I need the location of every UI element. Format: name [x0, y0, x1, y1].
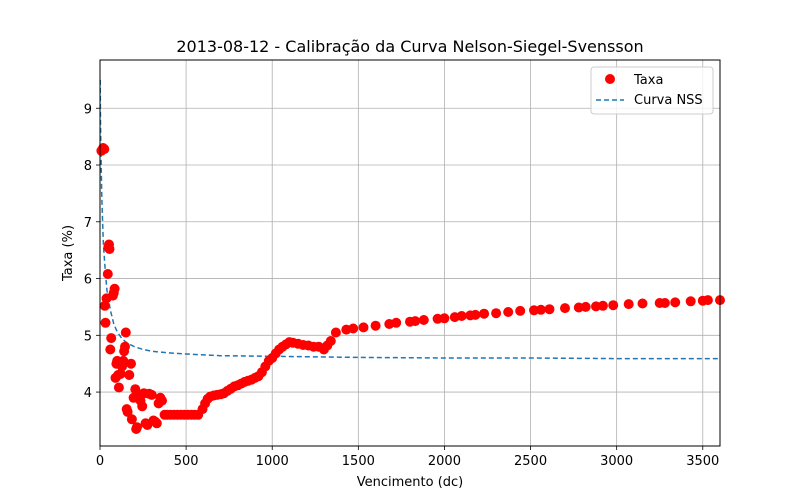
data-point: [120, 341, 130, 352]
data-point: [479, 308, 490, 319]
x-tick-label: 3500: [686, 454, 719, 469]
data-point: [410, 316, 421, 327]
legend-label-nss: Curva NSS: [634, 93, 703, 108]
data-point: [439, 313, 450, 324]
data-point: [637, 298, 648, 309]
data-point: [560, 303, 570, 314]
data-point: [122, 406, 133, 417]
data-points-layer: [96, 143, 725, 434]
y-tick-label: 8: [84, 159, 92, 174]
data-point: [670, 297, 681, 308]
data-point: [702, 295, 713, 306]
axis-ticks: 0 500 1000 1500 2000 2500 3000 3500 4 5 6 7 8 9: [84, 102, 720, 469]
legend: Taxa Curva NSS: [590, 66, 714, 115]
x-tick-label: 2500: [514, 454, 547, 469]
data-point: [124, 370, 135, 380]
data-point: [118, 355, 129, 366]
y-tick-label: 7: [84, 216, 92, 231]
legend-label-taxa: Taxa: [633, 73, 663, 88]
data-point: [113, 382, 124, 393]
data-point: [126, 358, 136, 369]
y-tick-label: 5: [84, 329, 92, 344]
data-point: [470, 309, 481, 320]
data-point: [99, 144, 110, 155]
data-point: [104, 244, 115, 254]
data-point: [597, 300, 608, 311]
x-tick-label: 1500: [342, 454, 375, 469]
data-point: [146, 389, 157, 400]
data-point: [515, 305, 526, 316]
data-point: [503, 307, 514, 317]
data-point: [608, 300, 619, 311]
x-tick-label: 3000: [600, 454, 633, 469]
data-point: [106, 333, 117, 344]
y-tick-label: 4: [84, 386, 92, 401]
grid-lines: [99, 60, 720, 446]
data-point: [370, 320, 381, 331]
data-point: [418, 315, 429, 325]
data-point: [102, 269, 113, 279]
data-point: [325, 336, 336, 346]
data-point: [659, 298, 670, 308]
data-point: [544, 304, 555, 315]
data-point: [456, 311, 467, 321]
y-tick-label: 6: [84, 273, 92, 288]
data-point: [623, 299, 634, 310]
x-tick-label: 2000: [428, 454, 461, 469]
x-tick-label: 500: [174, 454, 199, 469]
data-point: [105, 344, 116, 355]
y-axis-label: Taxa (%): [61, 225, 76, 282]
legend-marker-taxa: [605, 74, 615, 84]
data-point: [358, 322, 369, 333]
data-point: [580, 301, 591, 312]
data-point: [151, 418, 162, 429]
data-point: [535, 304, 546, 315]
data-point: [685, 296, 696, 307]
data-point: [491, 308, 502, 319]
data-point: [391, 317, 402, 328]
data-point: [132, 422, 142, 433]
data-point: [120, 327, 131, 338]
chart-title: 2013-08-12 - Calibração da Curva Nelson-…: [176, 37, 643, 56]
x-tick-label: 0: [96, 454, 104, 469]
plot-area-frame: [99, 59, 721, 447]
data-point: [109, 283, 120, 294]
data-point: [100, 317, 111, 328]
data-point: [115, 368, 126, 379]
y-tick-label: 9: [84, 102, 92, 117]
data-point: [137, 401, 148, 412]
x-tick-label: 1000: [256, 454, 289, 469]
data-point: [348, 323, 359, 334]
data-point: [330, 327, 341, 338]
legend-box: [590, 66, 714, 115]
data-point: [126, 414, 137, 425]
x-axis-label: Vencimento (dc): [357, 475, 464, 490]
data-point: [157, 395, 167, 406]
